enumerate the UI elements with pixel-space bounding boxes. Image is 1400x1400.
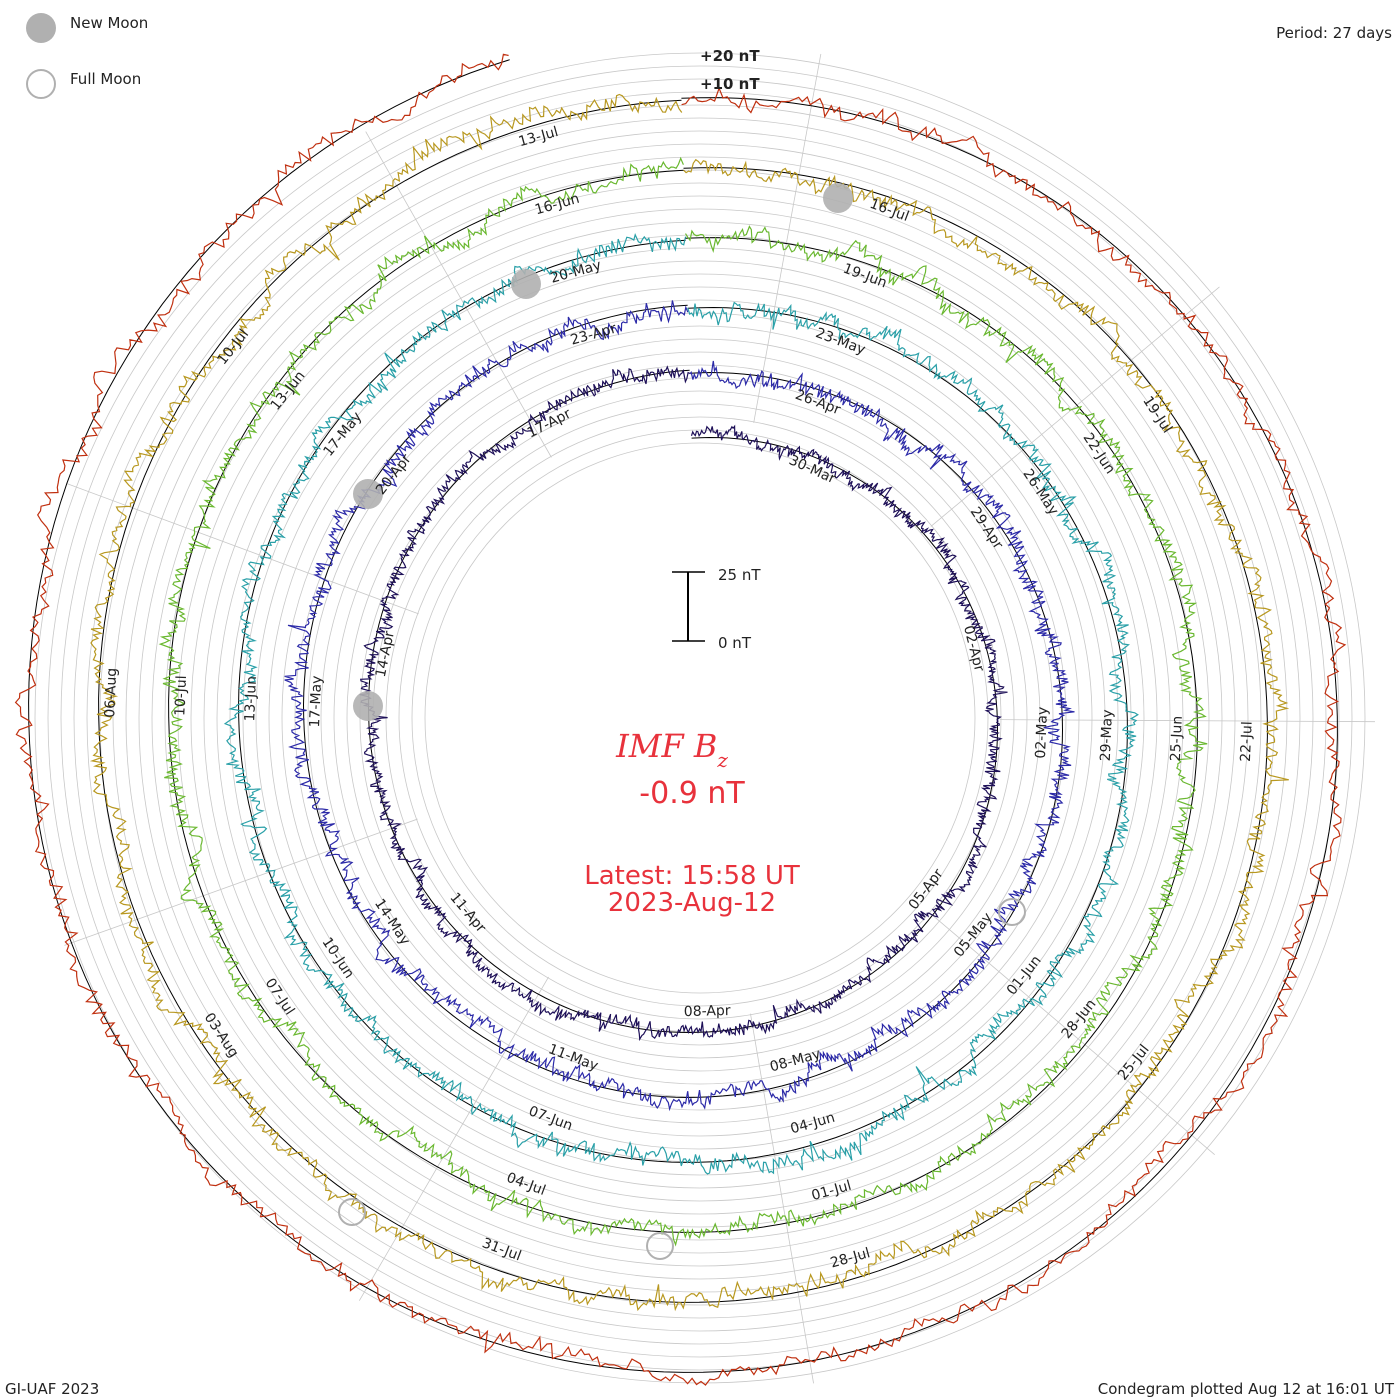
date-label: 19-Jun — [841, 261, 889, 292]
grid-ring — [398, 416, 1002, 1020]
full-moon-marker — [646, 1232, 674, 1260]
legend-new-moon-label: New Moon — [70, 14, 148, 32]
date-label: 08-Apr — [684, 1003, 731, 1020]
date-label: 30-Mar — [786, 452, 838, 487]
date-label: 13-Jun — [242, 676, 260, 722]
data-traces — [14, 53, 1347, 1386]
bz-trace-rotation-2 — [284, 300, 1075, 1112]
grid-ring — [177, 195, 1223, 1241]
date-label: 07-Jul — [262, 975, 298, 1018]
date-label: 20-May — [549, 257, 603, 286]
full-moon-legend-icon — [26, 69, 56, 99]
grid-ring — [34, 52, 1366, 1384]
grid-spoke — [930, 286, 1220, 527]
scale-bottom-label: 0 nT — [718, 634, 752, 652]
grid-ring — [359, 377, 1041, 1059]
reference-spiral — [98, 99, 1268, 1303]
date-label: 06-Aug — [102, 667, 120, 718]
grid-ring — [86, 104, 1314, 1332]
reference-spiral — [238, 239, 1128, 1163]
grid-ring — [60, 78, 1340, 1358]
grid-ring — [138, 156, 1262, 1280]
bz-trace-rotation-6 — [14, 53, 1347, 1386]
full-moon-marker — [998, 898, 1026, 926]
grid-ring — [151, 169, 1249, 1267]
reference-spiral — [367, 369, 999, 1034]
date-label: 10-Jul — [172, 675, 190, 716]
footer-credit: GI-UAF 2023 — [5, 1380, 99, 1398]
date-label: 13-Jul — [517, 124, 560, 150]
new-moon-marker — [511, 269, 541, 299]
spoke-lines — [64, 53, 1375, 1384]
chart-title: IMF Bz — [615, 727, 728, 772]
ring-label-plus20: +20 nT — [700, 47, 760, 65]
grid-spoke — [928, 911, 1215, 1156]
ring-label-plus10: +10 nT — [700, 75, 760, 93]
date-label: 14-Apr — [373, 629, 398, 678]
grid-ring — [73, 91, 1327, 1345]
bz-trace-rotation-3 — [223, 233, 1139, 1175]
grid-ring — [281, 299, 1119, 1137]
grid-spoke — [750, 1013, 814, 1384]
date-label: 02-Apr — [960, 624, 987, 674]
date-label: 29-May — [1098, 709, 1116, 761]
date-label: 20-Apr — [373, 451, 415, 498]
date-label: 17-Apr — [525, 406, 574, 442]
grid-ring — [99, 117, 1301, 1319]
period-label: Period: 27 days — [1276, 24, 1392, 42]
moon-markers — [338, 183, 1026, 1260]
new-moon-marker — [823, 183, 853, 213]
grid-ring — [242, 260, 1158, 1176]
date-label: 05-May — [951, 910, 996, 961]
grid-ring — [47, 65, 1353, 1371]
date-label: 31-Jul — [480, 1235, 524, 1264]
grid-spoke — [64, 818, 418, 946]
footer-plotted-time: Condegram plotted Aug 12 at 16:01 UT — [1098, 1380, 1395, 1398]
grid-ring — [307, 325, 1093, 1111]
date-label: 01-Jun — [1004, 953, 1045, 999]
date-label: 04-Jun — [789, 1110, 837, 1138]
grid-ring — [112, 130, 1288, 1306]
grid-ring — [229, 247, 1171, 1189]
new-moon-marker — [353, 691, 383, 721]
latest-time: Latest: 15:58 UT — [584, 861, 800, 891]
date-label: 01-Jul — [810, 1178, 853, 1204]
bz-trace-rotation-1 — [359, 365, 1008, 1042]
legend-full-moon-label: Full Moon — [70, 70, 141, 88]
grid-ring — [346, 364, 1054, 1072]
latest-date: 2023-Aug-12 — [608, 888, 776, 918]
new-moon-legend-icon — [26, 13, 56, 43]
scale-top-label: 25 nT — [718, 566, 761, 584]
grid-ring — [333, 351, 1067, 1085]
grid-ring — [190, 208, 1210, 1228]
grid-ring — [411, 429, 989, 1007]
grid-spoke — [358, 976, 549, 1301]
date-label: 23-Apr — [569, 321, 619, 349]
full-moon-marker — [338, 1198, 366, 1226]
grid-ring — [164, 182, 1236, 1254]
grid-ring — [125, 143, 1275, 1293]
date-label: 25-Jun — [1168, 715, 1186, 761]
date-label: 02-May — [1033, 706, 1051, 758]
grid-ring — [294, 312, 1106, 1124]
date-label: 17-May — [307, 675, 325, 727]
date-label: 11-May — [546, 1041, 600, 1074]
grid-ring — [424, 442, 976, 994]
new-moon-marker — [353, 479, 383, 509]
grid-spoke — [753, 53, 822, 423]
grid-spoke — [66, 483, 419, 615]
reference-spiral — [28, 59, 1338, 1373]
date-label: 22-Jul — [1238, 721, 1256, 762]
grid-ring — [385, 403, 1015, 1033]
bz-trace-rotation-5 — [89, 93, 1290, 1312]
current-value: -0.9 nT — [639, 776, 745, 811]
bz-trace-rotation-4 — [158, 156, 1208, 1247]
